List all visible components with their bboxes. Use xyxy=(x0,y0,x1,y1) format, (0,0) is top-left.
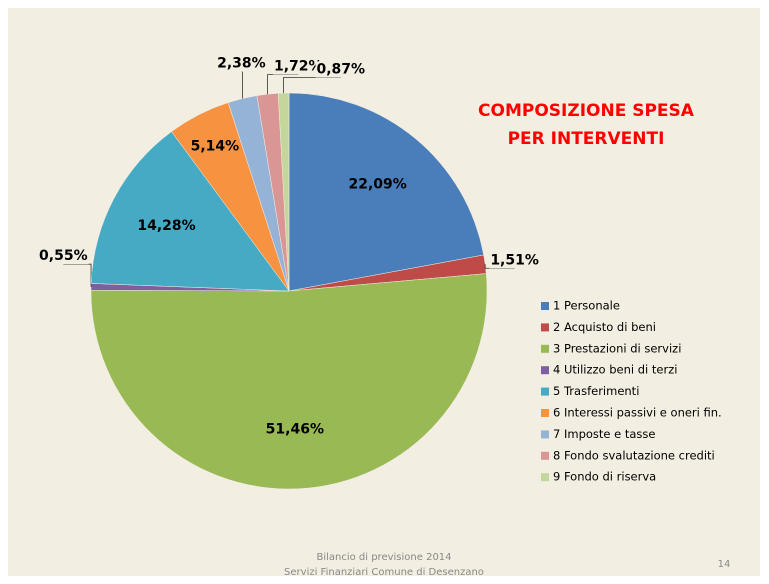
legend-label: 5 Trasferimenti xyxy=(553,384,639,398)
page-number: 14 xyxy=(718,559,731,570)
legend-label: 3 Prestazioni di servizi xyxy=(553,341,681,355)
label-background xyxy=(38,248,89,265)
legend-swatch xyxy=(541,387,549,396)
legend-swatch xyxy=(541,409,549,417)
data-label: 1,51% xyxy=(490,252,539,268)
pie-slice xyxy=(288,92,484,292)
legend-label: 7 Imposte e tasse xyxy=(553,427,655,441)
footer-text: Bilancio di previsione 2014 xyxy=(316,552,451,563)
legend-label: 1 Personale xyxy=(553,299,620,313)
legend-swatch xyxy=(541,323,549,332)
data-label: 0,55% xyxy=(39,248,88,264)
label-background xyxy=(273,58,324,75)
legend-label: 8 Fondo svalutazione crediti xyxy=(553,448,715,462)
data-label: 0,87% xyxy=(316,61,365,77)
pie-slice xyxy=(277,92,290,292)
data-label: 1,72% xyxy=(274,59,323,75)
legend-label: 6 Interessi passivi e oneri fin. xyxy=(553,406,722,420)
legend-label: 9 Fondo di riserva xyxy=(553,470,656,484)
legend-swatch xyxy=(541,366,549,375)
legend-label: 2 Acquisto di beni xyxy=(553,320,656,334)
pie-slice xyxy=(90,273,488,490)
label-background xyxy=(216,55,267,72)
legend-label: 4 Utilizzo beni di terzi xyxy=(553,363,677,377)
chart-title: PER INTERVENTI xyxy=(508,129,665,149)
chart-title: COMPOSIZIONE SPESA xyxy=(478,101,695,121)
legend-swatch xyxy=(541,344,549,353)
pie-slice xyxy=(90,131,290,292)
footer-text: Servizi Finanziari Comune di Desenzano xyxy=(284,567,484,578)
data-label: 51,46% xyxy=(266,421,324,437)
legend-swatch xyxy=(541,473,549,482)
label-background xyxy=(315,61,367,78)
data-label: 5,14% xyxy=(191,139,240,155)
data-label: 22,09% xyxy=(348,176,406,192)
legend-swatch xyxy=(541,430,549,439)
legend-swatch xyxy=(541,451,549,460)
data-label: 14,28% xyxy=(137,218,195,234)
label-background xyxy=(489,252,540,269)
legend-swatch xyxy=(541,302,549,310)
data-label: 2,38% xyxy=(217,56,266,72)
